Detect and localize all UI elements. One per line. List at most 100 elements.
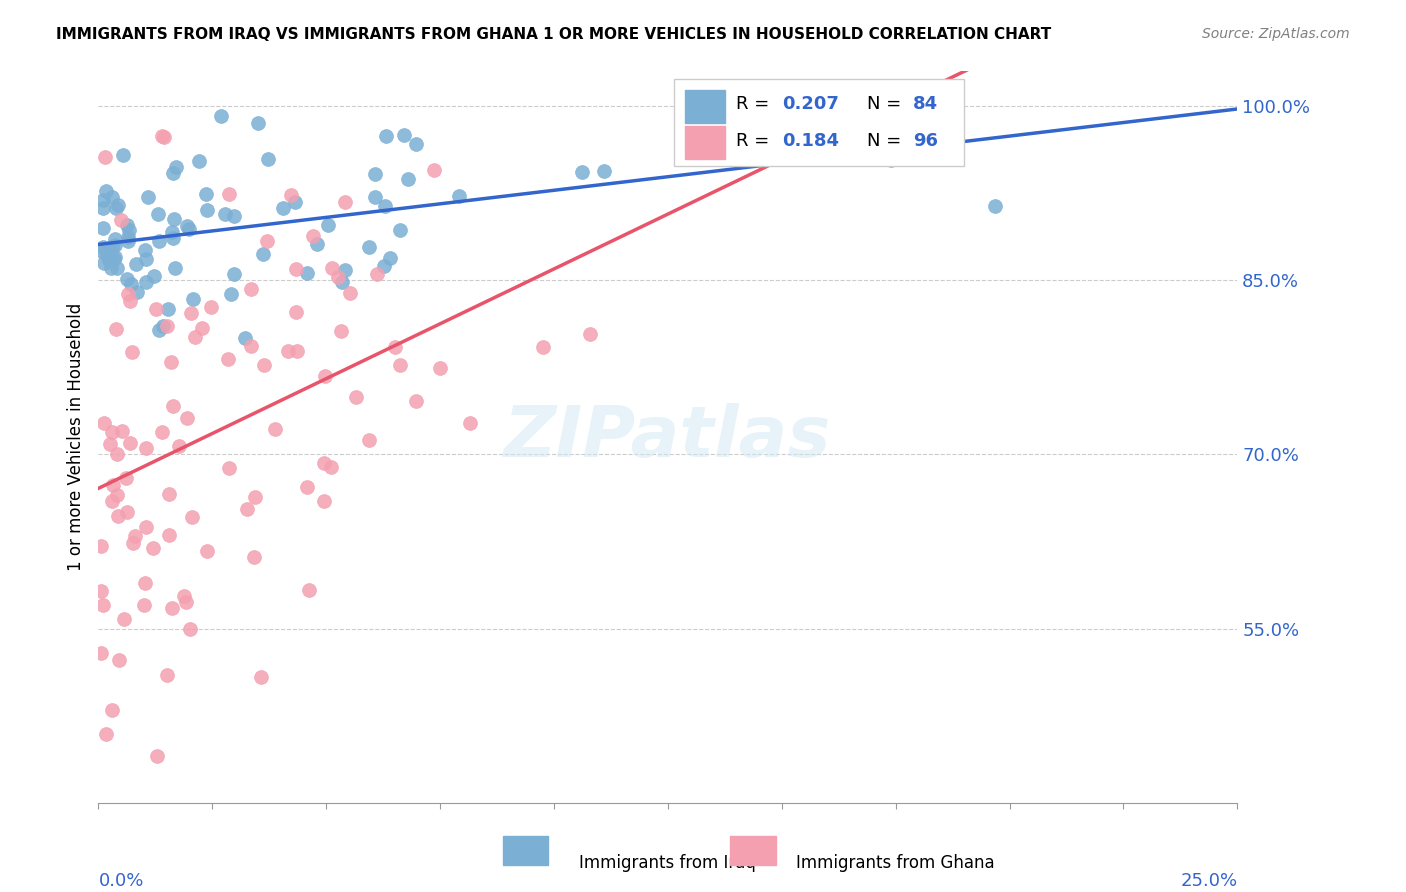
Point	[90, 583, 112, 598]
Point	[111, 425, 134, 439]
Point	[174, 594, 197, 608]
Point	[592, 163, 614, 178]
Point	[134, 243, 156, 257]
Point	[218, 186, 240, 201]
Text: Source: ZipAtlas.com: Source: ZipAtlas.com	[1202, 27, 1350, 41]
Point	[165, 160, 187, 174]
Point	[101, 240, 124, 254]
Point	[366, 267, 388, 281]
Point	[94, 727, 117, 741]
Point	[121, 535, 143, 549]
Point	[222, 209, 245, 223]
Point	[222, 268, 245, 282]
Bar	[685, 126, 725, 159]
Point	[179, 622, 201, 636]
Point	[114, 612, 136, 626]
Point	[91, 239, 114, 253]
Point	[117, 230, 139, 244]
Point	[364, 189, 387, 203]
Bar	[731, 836, 776, 865]
Point	[159, 355, 181, 369]
Point	[180, 306, 202, 320]
Bar	[503, 836, 548, 865]
Point	[240, 282, 263, 296]
Point	[184, 330, 207, 344]
Point	[108, 653, 131, 667]
Point	[118, 294, 141, 309]
Point	[219, 286, 242, 301]
Text: 0.207: 0.207	[782, 95, 838, 113]
Point	[107, 198, 129, 212]
Point	[100, 437, 122, 451]
Point	[271, 201, 294, 215]
Point	[146, 207, 169, 221]
Y-axis label: 1 or more Vehicles in Household: 1 or more Vehicles in Household	[66, 303, 84, 571]
Point	[157, 487, 180, 501]
Point	[374, 199, 396, 213]
Point	[148, 323, 170, 337]
Point	[114, 471, 136, 485]
Point	[118, 222, 141, 236]
Point	[188, 154, 211, 169]
Point	[138, 189, 160, 203]
Text: 25.0%: 25.0%	[1180, 872, 1237, 890]
Point	[142, 541, 165, 556]
Point	[239, 339, 262, 353]
Bar	[685, 89, 725, 122]
Point	[297, 266, 319, 280]
Point	[96, 248, 118, 262]
Point	[209, 109, 232, 123]
Point	[152, 319, 174, 334]
Point	[321, 260, 343, 275]
Point	[163, 212, 186, 227]
Point	[105, 260, 128, 275]
Point	[531, 340, 554, 354]
Text: 96: 96	[912, 132, 938, 150]
Point	[218, 461, 240, 475]
Point	[98, 253, 121, 268]
Point	[100, 260, 122, 275]
Point	[233, 331, 256, 345]
Point	[94, 185, 117, 199]
Point	[396, 171, 419, 186]
Point	[359, 240, 381, 254]
Point	[374, 129, 396, 144]
Point	[298, 583, 321, 598]
Text: 0.0%: 0.0%	[98, 872, 143, 890]
Point	[101, 190, 124, 204]
Point	[103, 478, 125, 492]
Point	[160, 225, 183, 239]
Point	[579, 327, 602, 342]
Point	[165, 261, 187, 276]
Point	[295, 480, 318, 494]
Point	[249, 670, 271, 684]
Point	[90, 539, 112, 553]
Point	[389, 358, 412, 372]
Point	[162, 166, 184, 180]
Point	[277, 344, 299, 359]
Point	[117, 286, 139, 301]
Text: IMMIGRANTS FROM IRAQ VS IMMIGRANTS FROM GHANA 1 OR MORE VEHICLES IN HOUSEHOLD CO: IMMIGRANTS FROM IRAQ VS IMMIGRANTS FROM …	[56, 27, 1052, 42]
Point	[246, 116, 269, 130]
Point	[243, 550, 266, 565]
Text: 0.184: 0.184	[782, 132, 839, 150]
Text: R =: R =	[737, 95, 775, 113]
Point	[148, 235, 170, 249]
Point	[132, 599, 155, 613]
Point	[797, 139, 820, 153]
Point	[152, 130, 174, 145]
Point	[101, 703, 124, 717]
Point	[243, 491, 266, 505]
Point	[200, 300, 222, 314]
Point	[150, 425, 173, 439]
Point	[285, 343, 308, 358]
Point	[330, 276, 353, 290]
Point	[284, 305, 307, 319]
Point	[328, 270, 350, 285]
Point	[134, 576, 156, 591]
Text: N =: N =	[868, 95, 907, 113]
Point	[458, 417, 481, 431]
Point	[359, 434, 381, 448]
Point	[93, 256, 115, 270]
Point	[312, 494, 335, 508]
